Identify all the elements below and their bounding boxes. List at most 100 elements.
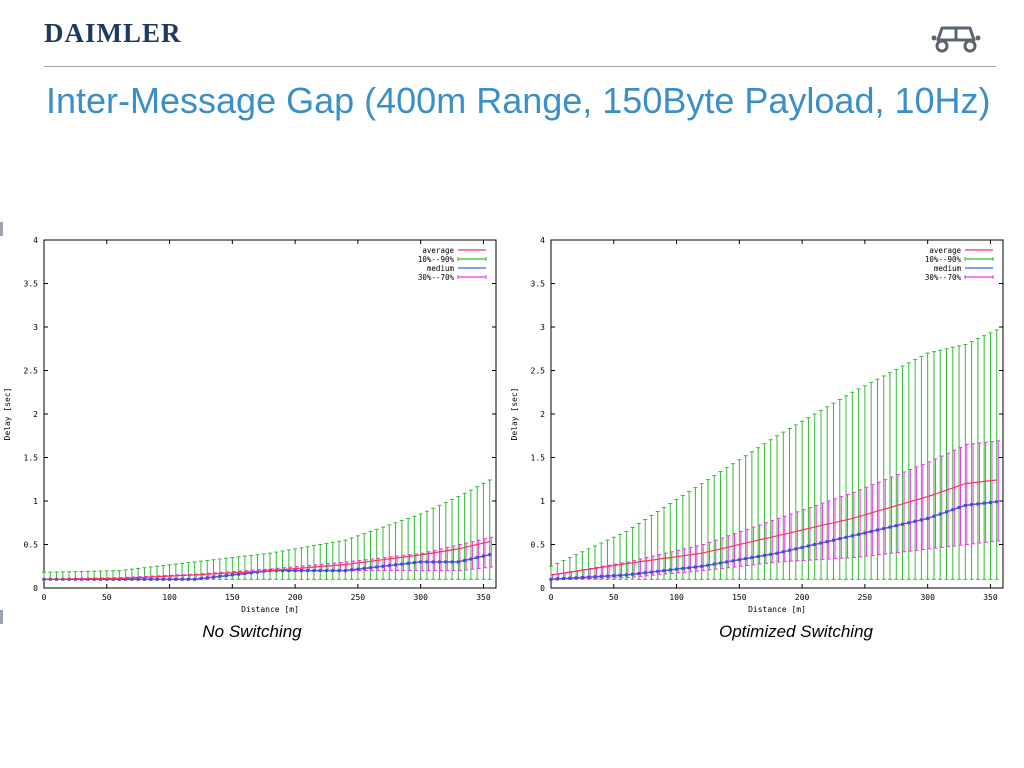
series-point-medium (731, 559, 735, 563)
series-point-medium (982, 501, 986, 505)
series-point-medium (337, 569, 341, 573)
series-point-medium (237, 572, 241, 576)
series-point-medium (624, 573, 628, 577)
series-point-medium (318, 569, 322, 573)
series-point-medium (174, 577, 178, 581)
series-point-medium (568, 576, 572, 580)
series-line-average (550, 479, 997, 576)
series-point-medium (938, 512, 942, 516)
series-point-medium (875, 528, 879, 532)
series-point-medium (218, 574, 222, 578)
x-tick-label: 200 (288, 593, 303, 602)
x-tick-label: 100 (162, 593, 177, 602)
series-point-medium (756, 554, 760, 558)
legend-label: medium (427, 264, 455, 273)
series-point-medium (850, 534, 854, 538)
series-point-medium (599, 574, 603, 578)
series-point-medium (706, 563, 710, 567)
series-point-medium (712, 562, 716, 566)
car-icon (931, 26, 981, 53)
y-tick-label: 3.5 (531, 280, 546, 289)
y-tick-label: 4 (540, 236, 545, 245)
series-point-medium (249, 571, 253, 575)
series-point-medium (832, 538, 835, 542)
page-title: Inter-Message Gap (400m Range, 150Byte P… (46, 80, 991, 121)
series-point-medium (111, 577, 115, 581)
series-point-medium (425, 560, 429, 564)
y-tick-label: 1 (33, 497, 38, 506)
series-point-medium (362, 566, 366, 570)
series-point-medium (693, 565, 697, 569)
y-tick-label: 1.5 (531, 454, 546, 463)
series-point-medium (995, 500, 999, 504)
series-point-medium (387, 564, 391, 568)
series-point-medium (99, 577, 102, 581)
series-point-medium (618, 573, 622, 577)
x-tick-label: 150 (732, 593, 747, 602)
series-point-medium (813, 543, 817, 546)
legend-label: medium (934, 264, 962, 273)
x-tick-label: 50 (609, 593, 619, 602)
header-divider (44, 66, 996, 67)
series-point-medium (199, 577, 203, 581)
series-point-medium (350, 568, 354, 572)
series-point-medium (769, 552, 773, 556)
series-point-medium (919, 518, 923, 522)
series-point-medium (293, 569, 297, 573)
series-point-medium (180, 577, 184, 581)
series-point-medium (957, 506, 961, 510)
series-point-medium (161, 577, 165, 581)
side-marker (0, 610, 3, 624)
series-point-medium (656, 569, 660, 573)
x-tick-label: 250 (351, 593, 366, 602)
series-point-medium (580, 575, 584, 579)
series-point-medium (469, 557, 473, 561)
x-tick-label: 0 (549, 593, 554, 602)
y-tick-label: 1.5 (24, 454, 39, 463)
series-point-medium (224, 574, 228, 578)
series-point-medium (932, 514, 936, 518)
series-point-medium (988, 500, 992, 504)
x-tick-label: 100 (669, 593, 684, 602)
series-point-medium (606, 574, 609, 578)
series-point-medium (243, 572, 247, 575)
chart-optimized-switching: 0 0.5 1 1.5 2 2.5 3 3.5 4 0 50 100 150 200 250 300 350 Di… (507, 232, 1011, 616)
series-point-medium (117, 577, 121, 581)
y-tick-label: 0 (33, 584, 38, 593)
y-tick-label: 2 (33, 410, 38, 419)
series-point-medium (901, 522, 905, 526)
series-point-medium (976, 502, 980, 506)
series-point-medium (737, 558, 741, 562)
series-point-medium (142, 577, 146, 581)
y-tick-label: 3 (33, 323, 38, 332)
series-point-medium (331, 569, 335, 573)
series-point-medium (681, 566, 685, 570)
series-point-medium (456, 560, 460, 564)
series-point-medium (475, 556, 479, 560)
y-tick-label: 4 (33, 236, 38, 245)
series-point-medium (637, 572, 641, 575)
series-point-medium (762, 553, 766, 557)
series-point-medium (431, 560, 435, 564)
series-line-average (43, 541, 490, 580)
series-point-medium (124, 577, 128, 581)
series-point-medium (92, 577, 96, 581)
series-point-medium (750, 556, 754, 560)
series-point-medium (781, 550, 785, 554)
series-point-medium (168, 577, 172, 581)
x-tick-label: 250 (858, 593, 873, 602)
x-tick-label: 0 (42, 593, 47, 602)
series-point-medium (343, 569, 347, 573)
series-point-medium (794, 547, 798, 551)
x-axis-label: Distance [m] (241, 605, 299, 614)
series-point-medium (306, 569, 310, 573)
series-point-medium (406, 561, 410, 565)
x-tick-label: 200 (795, 593, 810, 602)
series-point-medium (186, 577, 190, 581)
series-point-medium (894, 524, 898, 528)
series-point-medium (400, 562, 404, 566)
series-point-medium (806, 544, 810, 548)
y-tick-label: 1 (540, 497, 545, 506)
series-point-medium (281, 569, 285, 573)
series-point-medium (444, 560, 448, 564)
